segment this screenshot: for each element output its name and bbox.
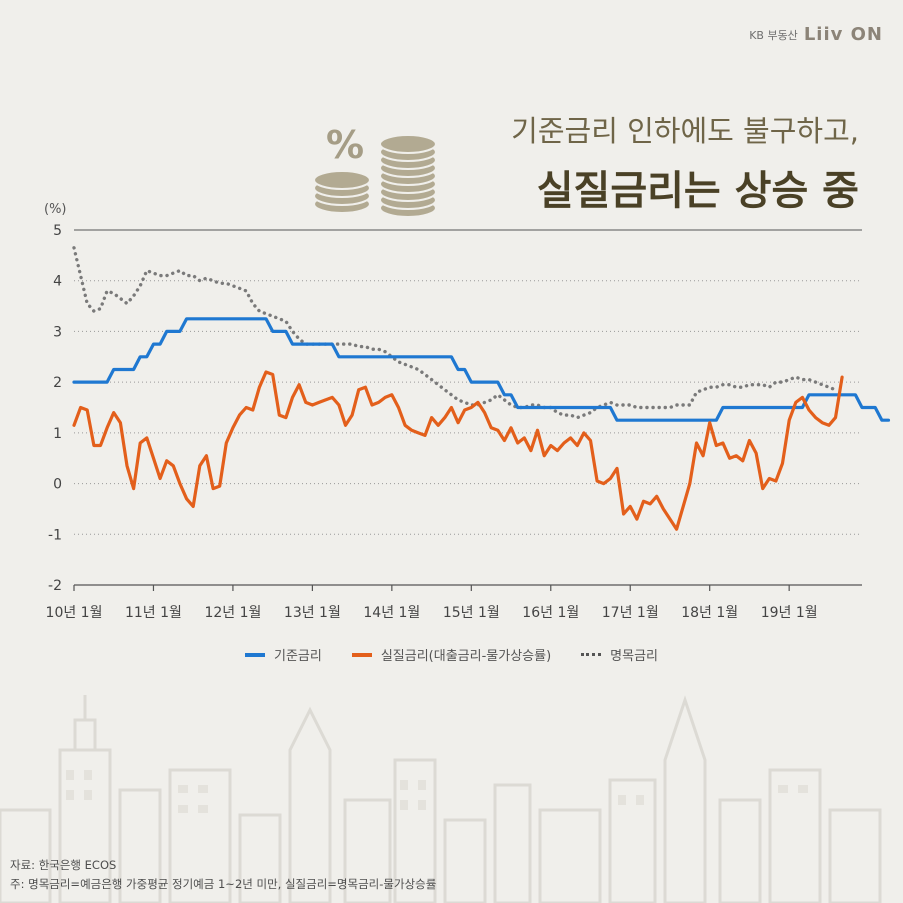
y-tick-label: 4 (53, 274, 62, 290)
x-tick-label: 19년 1월 (761, 605, 818, 621)
chart-legend: 기준금리 실질금리(대출금리-물가상승률) 명목금리 (0, 645, 903, 664)
source-note: 자료: 한국은행 ECOS (10, 858, 117, 872)
y-tick-label: 5 (53, 223, 62, 239)
y-tick-label: 1 (53, 426, 62, 442)
legend-item-nominal-rate: 명목금리 (581, 645, 658, 664)
y-tick-label: 0 (53, 477, 62, 493)
brand-kb-text: KB 부동산 (749, 28, 798, 42)
y-tick-label: 3 (53, 324, 62, 340)
brand-logo-area: KB 부동산 Liiv ON (749, 24, 883, 45)
liiv-on-logo: Liiv ON (803, 24, 883, 45)
x-tick-label: 16년 1월 (522, 605, 579, 621)
footnote: 자료: 한국은행 ECOS 주: 명목금리=예금은행 가중평균 정기예금 1~2… (10, 856, 436, 894)
legend-label-nominal-rate: 명목금리 (610, 649, 658, 664)
x-tick-label: 18년 1월 (681, 605, 738, 621)
y-axis-unit-label: (%) (44, 202, 67, 217)
x-tick-label: 10년 1월 (46, 605, 103, 621)
x-tick-label: 17년 1월 (602, 605, 659, 621)
x-axis: 10년 1월 11년 1월 12년 1월 13년 1월 14년 1월 15년 1월 16년 … (46, 584, 862, 621)
x-tick-label: 14년 1월 (363, 605, 420, 621)
chart-subtitle: 기준금리 인하에도 불구하고, (511, 114, 859, 148)
y-tick-label: 2 (53, 375, 62, 391)
legend-item-real-rate: 실질금리(대출금리-물가상승률) (351, 645, 552, 664)
coins-percent-icon: % (313, 123, 437, 218)
series-lines (72, 246, 891, 531)
percent-symbol: % (326, 123, 364, 167)
legend-swatch-base-rate (244, 652, 265, 657)
y-axis-ticks: 5 4 3 2 1 0 -1 -2 (48, 223, 62, 594)
grid-lines (74, 229, 862, 535)
legend-swatch-nominal-rate (581, 653, 602, 656)
legend-label-base-rate: 기준금리 (273, 649, 322, 664)
y-tick-label: -1 (48, 527, 62, 543)
x-tick-label: 12년 1월 (204, 605, 261, 621)
legend-label-real-rate: 실질금리(대출금리-물가상승률) (380, 649, 552, 664)
legend-item-base-rate: 기준금리 (244, 645, 322, 664)
series-line-nominal-rate (72, 246, 838, 420)
city-skyline-illustration (0, 695, 882, 903)
series-line-base-rate (72, 317, 891, 422)
y-tick-label: -2 (48, 578, 62, 594)
interest-rate-line-chart: 5 4 3 2 1 0 -1 -2 10년 1월 11년 1월 12년 1월 13년 1월 14년 1… (44, 202, 891, 621)
chart-title: 실질금리는 상승 중 (536, 168, 859, 214)
x-tick-label: 13년 1월 (284, 605, 341, 621)
x-tick-label: 11년 1월 (125, 605, 182, 621)
legend-swatch-real-rate (351, 652, 372, 657)
x-tick-label: 15년 1월 (443, 605, 500, 621)
definition-note: 주: 명목금리=예금은행 가중평균 정기예금 1~2년 미만, 실질금리=명목금… (10, 877, 437, 891)
series-line-real-rate (72, 370, 844, 531)
